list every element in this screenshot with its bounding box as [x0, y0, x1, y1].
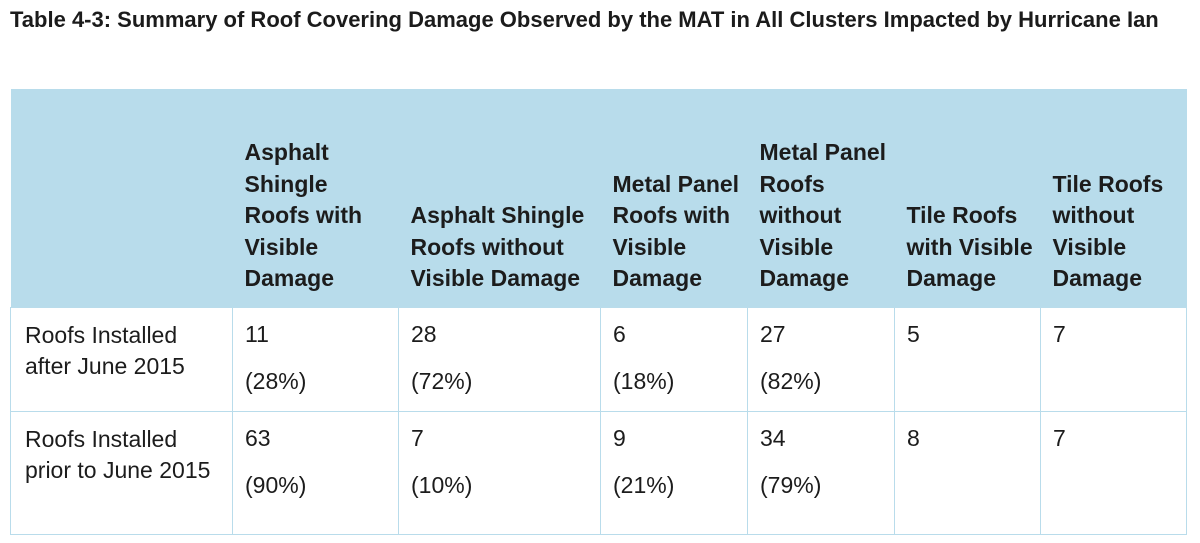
cell-count: 9 — [613, 424, 626, 451]
table-cell: 27 (82%) — [747, 306, 895, 412]
cell-count: 7 — [411, 424, 424, 451]
cell-percentage: (21%) — [613, 471, 675, 498]
table-cell: 7 — [1040, 410, 1187, 535]
header-cell-metal-with-damage: Metal Panel Roofs with Visible Damage — [612, 170, 740, 292]
cell-count: 7 — [1053, 320, 1066, 347]
cell-percentage: (72%) — [411, 367, 473, 394]
table-header-row: Asphalt Shingle Roofs with Visible Damag… — [10, 89, 1187, 307]
table-row: Roofs Installed after June 2015 11 (28%)… — [10, 306, 1187, 412]
header-cell-asphalt-with-damage: Asphalt Shingle Roofs with Visible Damag… — [244, 139, 363, 291]
cell-count: 6 — [613, 320, 626, 347]
cell-percentage: (10%) — [411, 471, 473, 498]
cell-count: 5 — [907, 320, 920, 347]
table-cell: 7 — [1040, 306, 1187, 412]
row-label: Roofs Installed prior to June 2015 — [10, 410, 233, 535]
table-cell: 11 (28%) — [232, 306, 399, 412]
cell-percentage: (79%) — [760, 471, 822, 498]
table-cell: 7 (10%) — [398, 410, 601, 535]
table-cell: 28 (72%) — [398, 306, 601, 412]
cell-percentage: (18%) — [613, 367, 675, 394]
cell-count: 63 — [245, 424, 271, 451]
table-cell: 34 (79%) — [747, 410, 895, 535]
table-row: Roofs Installed prior to June 2015 63 (9… — [10, 410, 1187, 535]
header-cell-row-labels — [11, 89, 233, 307]
cell-count: 11 — [245, 320, 269, 347]
row-label: Roofs Installed after June 2015 — [10, 306, 233, 412]
cell-count: 27 — [760, 320, 786, 347]
cell-percentage: (90%) — [245, 471, 307, 498]
table-cell: 63 (90%) — [232, 410, 399, 535]
cell-count: 34 — [760, 424, 786, 451]
cell-percentage: (82%) — [760, 367, 822, 394]
cell-count: 8 — [907, 424, 920, 451]
table-cell: 5 — [894, 306, 1041, 412]
cell-count: 7 — [1053, 424, 1066, 451]
header-cell-tile-with-damage: Tile Roofs with Visible Damage — [906, 202, 1033, 291]
table-cell: 8 — [894, 410, 1041, 535]
header-cell-asphalt-without-damage: Asphalt Shingle Roofs without Visible Da… — [410, 202, 585, 291]
roof-damage-table: Asphalt Shingle Roofs with Visible Damag… — [10, 89, 1187, 535]
table-caption: Table 4-3: Summary of Roof Covering Dama… — [10, 7, 1159, 32]
table-cell: 9 (21%) — [600, 410, 748, 535]
header-cell-tile-without-damage: Tile Roofs without Visible Damage — [1052, 170, 1164, 292]
table-cell: 6 (18%) — [600, 306, 748, 412]
cell-count: 28 — [411, 320, 437, 347]
cell-percentage: (28%) — [245, 367, 307, 394]
header-cell-metal-without-damage: Metal Panel Roofs without Visible Damage — [759, 139, 887, 291]
